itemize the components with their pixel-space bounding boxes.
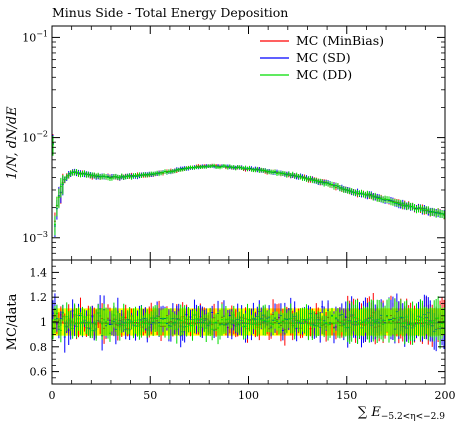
series-3-ratio: [52, 296, 445, 349]
series-3-line: [52, 144, 445, 225]
ratio-tick-label-2: 0.8: [30, 341, 48, 354]
legend-label-3: MC (DD): [296, 67, 352, 82]
series-3-ratio-line: [52, 312, 445, 334]
x-axis-ticks: 0 50 100 150 200: [49, 26, 456, 402]
x-tick-label-5: 200: [435, 389, 456, 402]
legend-label-1: MC (MinBias): [296, 33, 384, 48]
x-axis-label: ∑ E−5.2<η<−2.9: [358, 405, 445, 422]
y-tick-label-3: 10−3: [22, 230, 48, 245]
ratio-y-axis-label: MC/data: [5, 293, 20, 350]
main-panel-frame: [51, 25, 446, 261]
main-panel-data: [52, 134, 445, 237]
x-tick-label-1: 0: [49, 389, 56, 402]
series-3-error-bars: [52, 136, 445, 236]
legend-label-2: MC (SD): [296, 50, 351, 65]
ratio-panel: 0.6 0.8 1 1.2 1.4 0 50 100 150 200 MC/data: [5, 26, 456, 402]
series-1-error-bars: [52, 134, 445, 233]
series-3-main: [52, 136, 445, 236]
series-2-error-bars: [52, 134, 445, 237]
main-panel: MC (MinBias)MC (SD)MC (DD) 10−110−210−3 …: [5, 25, 446, 261]
ratio-tick-label-4: 1.2: [30, 291, 48, 304]
series-2-line: [52, 143, 445, 227]
x-tick-label-4: 150: [336, 389, 357, 402]
y-tick-label-2: 10−2: [22, 130, 48, 145]
series-1-line: [52, 142, 445, 222]
ratio-panel-y-ticks: 0.6 0.8 1 1.2 1.4: [30, 265, 445, 379]
x-axis-label-sub: −5.2<η<−2.9: [381, 412, 445, 422]
ratio-tick-label-3: 1: [40, 316, 47, 329]
series-2-main: [52, 134, 445, 237]
ratio-tick-label-5: 1.4: [30, 266, 48, 279]
ratio-tick-label-1: 0.6: [30, 366, 48, 379]
x-axis-label-main: ∑ E: [358, 405, 381, 420]
chart-title: Minus Side - Total Energy Deposition: [52, 5, 288, 20]
legend: MC (MinBias) MC (SD) MC (DD): [260, 33, 384, 82]
x-tick-label-3: 100: [238, 389, 259, 402]
x-tick-label-2: 50: [143, 389, 157, 402]
y-tick-label-1: 10−1: [22, 29, 48, 44]
series-1-main: [52, 134, 445, 233]
main-panel-y-ticks: 10−1 10−2 10−3: [22, 29, 445, 261]
y-axis-label: 1/N, dN/dE: [5, 106, 20, 180]
